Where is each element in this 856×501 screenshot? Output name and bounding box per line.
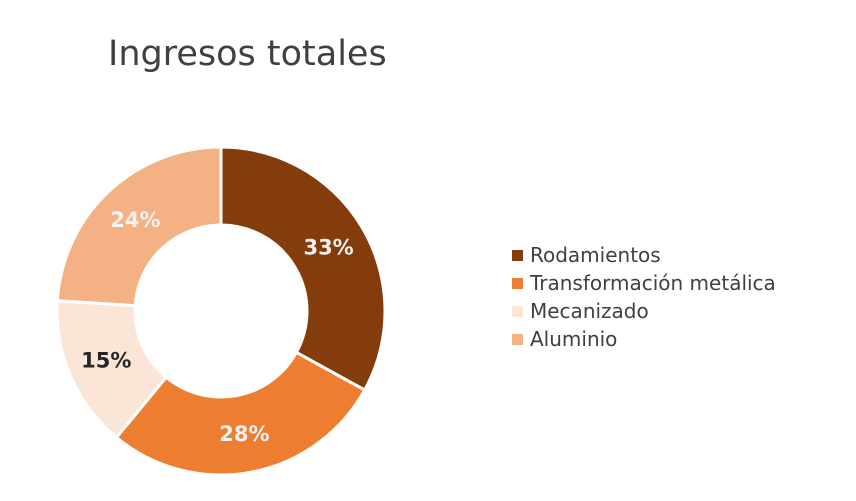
legend-item: Mecanizado (512, 297, 776, 325)
slice-transformaci-n-met-lica (114, 350, 367, 477)
legend-label: Rodamientos (530, 243, 661, 267)
legend-swatch (512, 305, 523, 317)
slice-aluminio (55, 145, 223, 308)
data-label: 15% (81, 349, 131, 373)
chart-title: Ingresos totales (108, 34, 387, 74)
legend-swatch (512, 333, 523, 345)
legend: Rodamientos Transformación metálica Mecani… (512, 241, 776, 353)
data-label: 28% (219, 422, 269, 446)
legend-item: Transformación metálica (512, 269, 776, 297)
legend-item: Rodamientos (512, 241, 776, 269)
legend-swatch (512, 277, 523, 289)
legend-label: Transformación metálica (530, 271, 776, 295)
data-label: 24% (110, 208, 160, 232)
data-label: 33% (303, 235, 353, 259)
legend-swatch (512, 249, 523, 261)
legend-label: Mecanizado (530, 299, 649, 323)
legend-item: Aluminio (512, 325, 776, 353)
slice-rodamientos (219, 145, 387, 393)
legend-label: Aluminio (530, 327, 618, 351)
